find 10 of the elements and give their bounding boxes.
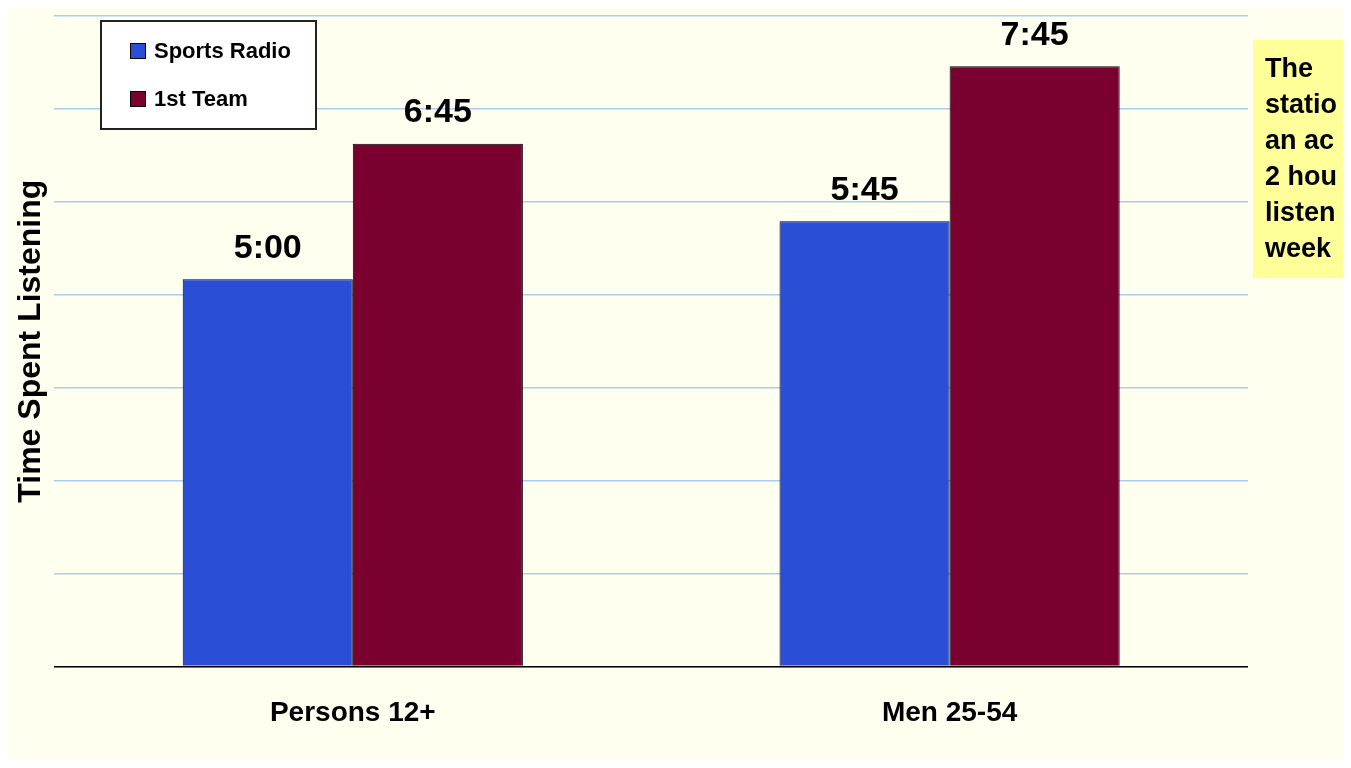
text: The statio an ac 2 hou listen week [1264, 52, 1338, 265]
legend-label: Sports Radio [154, 38, 291, 64]
y-axis-title: Time Spent Listening [11, 179, 48, 503]
legend-label: 1st Team [154, 86, 248, 112]
x-tick-label: Persons 12+ [269, 695, 436, 727]
data-label: 5:45 [830, 168, 899, 207]
data-label: 6:45 [403, 91, 472, 130]
data-label: 5:00 [233, 226, 302, 265]
x-tick-label: Men 25-54 [881, 695, 1018, 727]
data-label: 7:45 [1000, 13, 1069, 52]
